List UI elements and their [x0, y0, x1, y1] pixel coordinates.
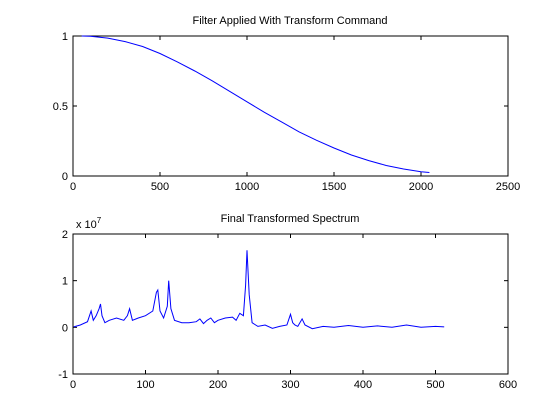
filter-chart-title: Filter Applied With Transform Command: [192, 15, 387, 27]
y-multiplier-base: x 10: [76, 219, 97, 231]
spectrum-y-ticks: -1 0 1 2: [58, 229, 508, 381]
x-tick-label: 100: [136, 379, 154, 391]
y-tick-label: -1: [58, 369, 68, 381]
filter-x-ticks: 0 500 1000 1500 2000 2500: [70, 36, 520, 193]
filter-chart: Filter Applied With Transform Command 0 5…: [53, 15, 521, 193]
y-tick-label: 0: [62, 322, 68, 334]
x-tick-label: 2500: [496, 181, 520, 193]
y-tick-label: 0: [62, 171, 68, 183]
filter-y-ticks: 00.51: [53, 31, 508, 183]
x-tick-label: 300: [281, 379, 299, 391]
y-tick-label: 0.5: [53, 101, 68, 113]
x-tick-label: 500: [426, 379, 444, 391]
spectrum-chart: Final Transformed Spectrum x 107 0 100 200…: [58, 213, 517, 391]
y-tick-label: 2: [62, 229, 68, 241]
spectrum-axes-box: [72, 233, 509, 375]
filter-axes-box: [72, 35, 509, 177]
x-tick-label: 500: [151, 181, 169, 193]
spectrum-chart-title: Final Transformed Spectrum: [221, 213, 360, 225]
y-tick-label: 1: [62, 276, 68, 288]
x-tick-label: 1500: [322, 181, 346, 193]
x-tick-label: 0: [70, 379, 76, 391]
x-tick-label: 600: [499, 379, 517, 391]
y-multiplier-exponent: 7: [97, 216, 102, 225]
x-tick-label: 400: [354, 379, 372, 391]
x-tick-label: 2000: [409, 181, 433, 193]
spectrum-y-multiplier: x 107: [76, 216, 102, 231]
spectrum-x-ticks: 0 100 200 300 400 500 600: [70, 234, 517, 391]
spectrum-series-line: [73, 250, 445, 330]
x-tick-label: 200: [209, 379, 227, 391]
y-tick-label: 1: [62, 31, 68, 43]
x-tick-label: 1000: [235, 181, 259, 193]
filter-series-line: [81, 35, 430, 173]
x-tick-label: 0: [70, 181, 76, 193]
